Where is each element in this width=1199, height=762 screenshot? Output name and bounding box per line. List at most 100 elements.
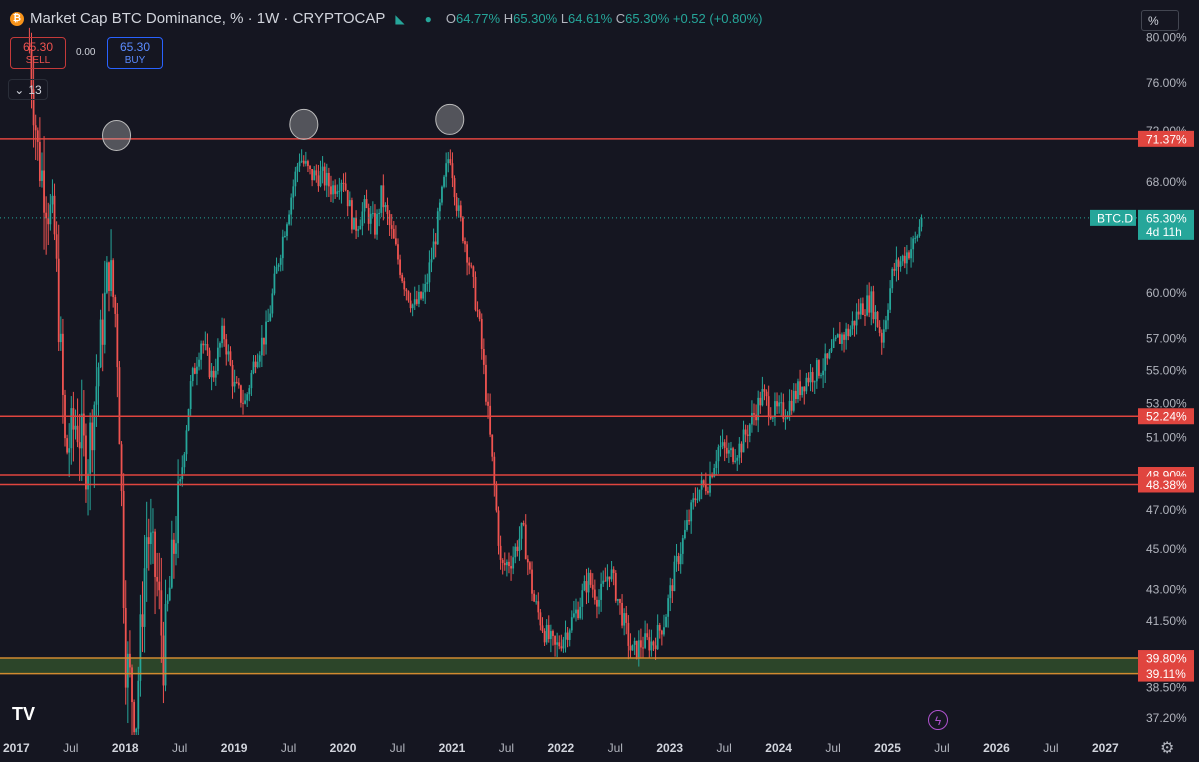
buy-button[interactable]: 65.30 BUY xyxy=(107,37,163,69)
candle-body xyxy=(36,130,39,142)
candle-body xyxy=(675,556,678,562)
candle-body xyxy=(212,370,215,378)
candle-body xyxy=(265,321,267,345)
tradingview-logo[interactable]: TV xyxy=(12,704,36,724)
candle-body xyxy=(179,479,182,482)
candle-body xyxy=(602,580,605,584)
candle-body xyxy=(38,141,41,181)
gear-icon[interactable]: ⚙ xyxy=(1160,740,1175,757)
candle-body xyxy=(175,543,177,554)
buy-label: BUY xyxy=(124,55,146,66)
x-tick-label: Jul xyxy=(608,741,623,755)
indicators-toggle[interactable]: ⌄ 13 xyxy=(8,79,48,100)
candle-body xyxy=(149,532,152,545)
candle-body xyxy=(376,213,378,235)
lightning-icon[interactable]: ϟ xyxy=(928,710,948,730)
candle-body xyxy=(399,259,401,275)
candle-body xyxy=(49,204,52,225)
candle-body xyxy=(677,556,680,565)
flag-icon[interactable]: ◣ xyxy=(395,11,405,26)
candle-body xyxy=(457,205,460,211)
candle-body xyxy=(644,633,647,648)
candle-body xyxy=(665,616,667,628)
candle-body xyxy=(231,365,234,387)
candle-body xyxy=(870,291,873,313)
candle-body xyxy=(905,252,908,264)
candle-body xyxy=(244,400,247,404)
candle-body xyxy=(97,367,100,387)
candle-body xyxy=(330,186,332,195)
candle-body xyxy=(593,589,596,600)
candle-body xyxy=(704,483,707,492)
level-label: 39.11% xyxy=(1146,667,1186,681)
y-tick-label: 41.50% xyxy=(1146,614,1187,628)
candle-body xyxy=(912,238,915,250)
candle-body xyxy=(646,633,649,638)
candle-body xyxy=(384,205,387,208)
candle-body xyxy=(168,587,171,601)
candle-body xyxy=(876,311,879,327)
candle-body xyxy=(510,566,512,569)
candle-body xyxy=(177,481,179,544)
candle-body xyxy=(342,182,345,184)
percent-scale-button[interactable]: % xyxy=(1141,10,1179,31)
candle-body xyxy=(334,185,337,194)
candle-body xyxy=(76,425,79,443)
candle-body xyxy=(441,186,443,203)
candle-body xyxy=(832,339,835,349)
candle-body xyxy=(545,624,548,643)
candle-body xyxy=(252,361,255,373)
candle-body xyxy=(187,408,190,431)
change-readout: +0.52 (+0.80%) xyxy=(672,11,763,26)
candle-body xyxy=(185,430,188,455)
peak-circle xyxy=(289,108,319,140)
candle-body xyxy=(80,413,83,449)
candle-body xyxy=(811,372,814,383)
candle-body xyxy=(105,262,108,293)
candle-body xyxy=(887,309,889,321)
sell-button[interactable]: 65.30 SELL xyxy=(10,37,66,69)
level-label-box xyxy=(1138,408,1194,425)
candle-body xyxy=(522,522,525,525)
candle-body xyxy=(315,170,318,176)
candle-body xyxy=(474,276,477,310)
candle-body xyxy=(57,258,60,343)
candle-body xyxy=(784,418,787,420)
candle-body xyxy=(118,367,121,445)
candle-body xyxy=(443,176,445,187)
candle-body xyxy=(277,264,280,267)
candle-body xyxy=(321,166,324,171)
candle-body xyxy=(242,402,244,404)
candle-body xyxy=(828,351,831,359)
candle-body xyxy=(794,390,797,400)
candle-body xyxy=(91,422,94,451)
candle-body xyxy=(196,366,198,374)
symbol-title[interactable]: Market Cap BTC Dominance, % · 1W · CRYPT… xyxy=(30,10,386,27)
candle-body xyxy=(895,259,898,271)
y-tick-label: 51.00% xyxy=(1146,431,1187,445)
candle-body xyxy=(263,337,265,345)
candle-body xyxy=(99,319,102,368)
candle-body xyxy=(204,344,207,346)
candle-body xyxy=(520,522,523,539)
candle-body xyxy=(541,625,544,632)
candle-body xyxy=(721,442,724,446)
candle-body xyxy=(258,355,261,362)
candle-body xyxy=(503,562,506,566)
candle-body xyxy=(573,613,575,618)
candle-body xyxy=(531,569,533,594)
candle-body xyxy=(734,460,737,462)
chart-header: ₿ Market Cap BTC Dominance, % · 1W · CRY… xyxy=(10,10,763,27)
candle-body xyxy=(143,568,146,627)
candle-body xyxy=(857,311,860,315)
candle-body xyxy=(535,601,538,603)
candle-body xyxy=(552,631,554,637)
candle-body xyxy=(596,599,598,607)
candle-body xyxy=(426,282,429,284)
candle-body xyxy=(286,224,288,236)
candle-body xyxy=(855,311,858,326)
candle-body xyxy=(667,598,670,617)
candle-body xyxy=(181,467,184,480)
y-tick-label: 45.00% xyxy=(1146,542,1187,556)
